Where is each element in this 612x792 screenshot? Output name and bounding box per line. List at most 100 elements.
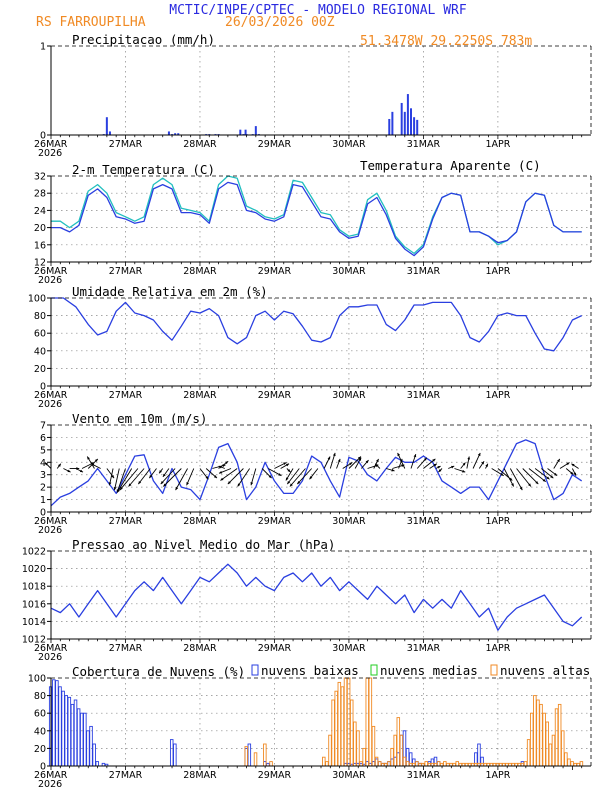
run-date-label: 26/03/2026 00Z — [225, 15, 335, 30]
date-label: 29MAR — [258, 516, 292, 527]
y-tick-label: 60 — [34, 709, 46, 720]
wind-vector-head — [205, 476, 209, 480]
panel-title: 2-m Temperatura (C) — [72, 162, 215, 177]
wind-vector-head — [186, 482, 189, 486]
panel-title: Precipitacao (mm/h) — [72, 32, 215, 47]
y-tick-label: 24 — [34, 206, 46, 217]
y-tick-label: 100 — [28, 294, 46, 305]
date-label: 30MAR — [332, 390, 366, 401]
date-label: 28MAR — [183, 643, 217, 654]
date-label: 31MAR — [407, 770, 441, 781]
date-label: 27MAR — [109, 139, 143, 150]
y-tick-label: 1020 — [22, 564, 46, 575]
date-label: 26MAR — [34, 139, 68, 150]
wind-vector-head — [535, 481, 539, 485]
wind-vector-head — [376, 458, 379, 463]
y-tick-label: 100 — [28, 674, 46, 685]
precip-bar — [391, 111, 394, 135]
wind-vector-head — [220, 477, 224, 481]
date-label: 31MAR — [407, 390, 441, 401]
date-label: 26MAR — [34, 770, 68, 781]
wind-vector-head — [309, 476, 313, 480]
wind-vector-head — [451, 465, 455, 469]
wind-vector-head — [87, 456, 90, 460]
date-label: 31MAR — [407, 516, 441, 527]
y-tick-label: 60 — [34, 329, 46, 340]
series-line — [51, 175, 582, 255]
wind-vector — [186, 468, 195, 486]
wind-vector-head — [467, 456, 471, 460]
series-line — [50, 439, 583, 507]
wind-vector-head — [287, 469, 291, 473]
y-tick-label: 1012 — [22, 635, 46, 646]
wind-vector — [227, 468, 244, 485]
wind-vector-head — [108, 482, 112, 486]
precip-bar — [388, 118, 391, 135]
wind-vector-head — [358, 457, 362, 461]
y-tick-label: 28 — [34, 189, 46, 200]
wind-vector — [160, 468, 176, 485]
wind-vector-head — [365, 460, 369, 464]
wind-vector-head — [437, 466, 441, 469]
date-label: 29MAR — [258, 266, 292, 277]
cloud-legend-label: nuvens altas — [500, 663, 590, 678]
wind-vector-head — [477, 452, 481, 457]
precip-bar — [108, 131, 111, 135]
date-label: 29MAR — [258, 139, 292, 150]
wind-vector-head — [571, 463, 575, 467]
wind-vector-head — [554, 472, 558, 476]
cloud-legend-label: nuvens baixas — [261, 663, 359, 678]
wind-vector — [289, 468, 306, 487]
wind-vector-head — [519, 486, 523, 491]
wind-vector-head — [528, 483, 531, 487]
date-label: 28MAR — [183, 390, 217, 401]
wind-vector — [114, 468, 120, 491]
precip-bar — [174, 133, 177, 135]
date-label: 1APR — [485, 643, 510, 654]
wind-vector — [296, 468, 313, 485]
wind-vector-head — [149, 474, 153, 479]
y-tick-label: 1 — [40, 42, 46, 53]
precip-bar — [400, 102, 403, 135]
year-label: 2026 — [38, 652, 62, 663]
precip-bar — [105, 117, 108, 135]
date-label: 27MAR — [109, 516, 143, 527]
cloud-legend-swatch — [490, 664, 498, 676]
y-tick-label: 0 — [40, 382, 46, 393]
year-label: 2026 — [38, 399, 62, 410]
y-tick-label: 0 — [40, 131, 46, 142]
y-tick-label: 5 — [40, 445, 46, 456]
wind-vector-head — [557, 458, 560, 463]
date-label: 27MAR — [109, 643, 143, 654]
wind-vector — [509, 468, 523, 491]
date-label: 28MAR — [183, 139, 217, 150]
date-label: 30MAR — [332, 266, 366, 277]
wind-vector-head — [94, 458, 98, 462]
wind-vector — [237, 468, 250, 487]
wind-vector-head — [285, 463, 290, 467]
precip-bar — [239, 129, 242, 135]
wind-vector-head — [227, 481, 231, 485]
wind-vector-head — [546, 476, 550, 480]
date-label: 30MAR — [332, 139, 366, 150]
wind-vector-head — [218, 465, 222, 469]
date-label: 1APR — [485, 390, 510, 401]
y-tick-label: 3 — [40, 470, 46, 481]
wind-vector-head — [550, 475, 554, 479]
wind-vector — [220, 468, 238, 481]
wind-vector — [119, 468, 139, 491]
wind-vector — [516, 468, 532, 487]
y-tick-label: 80 — [34, 311, 46, 322]
y-tick-label: 6 — [40, 433, 46, 444]
panel-title: Pressao ao Nivel Medio do Mar (hPa) — [72, 537, 335, 552]
wind-vector-head — [297, 481, 301, 485]
precip-bar — [413, 117, 416, 135]
date-label: 26MAR — [34, 266, 68, 277]
wind-vector-head — [79, 469, 84, 473]
wind-vector-head — [566, 462, 570, 466]
wind-vector — [163, 468, 182, 487]
y-tick-label: 7 — [40, 421, 46, 432]
